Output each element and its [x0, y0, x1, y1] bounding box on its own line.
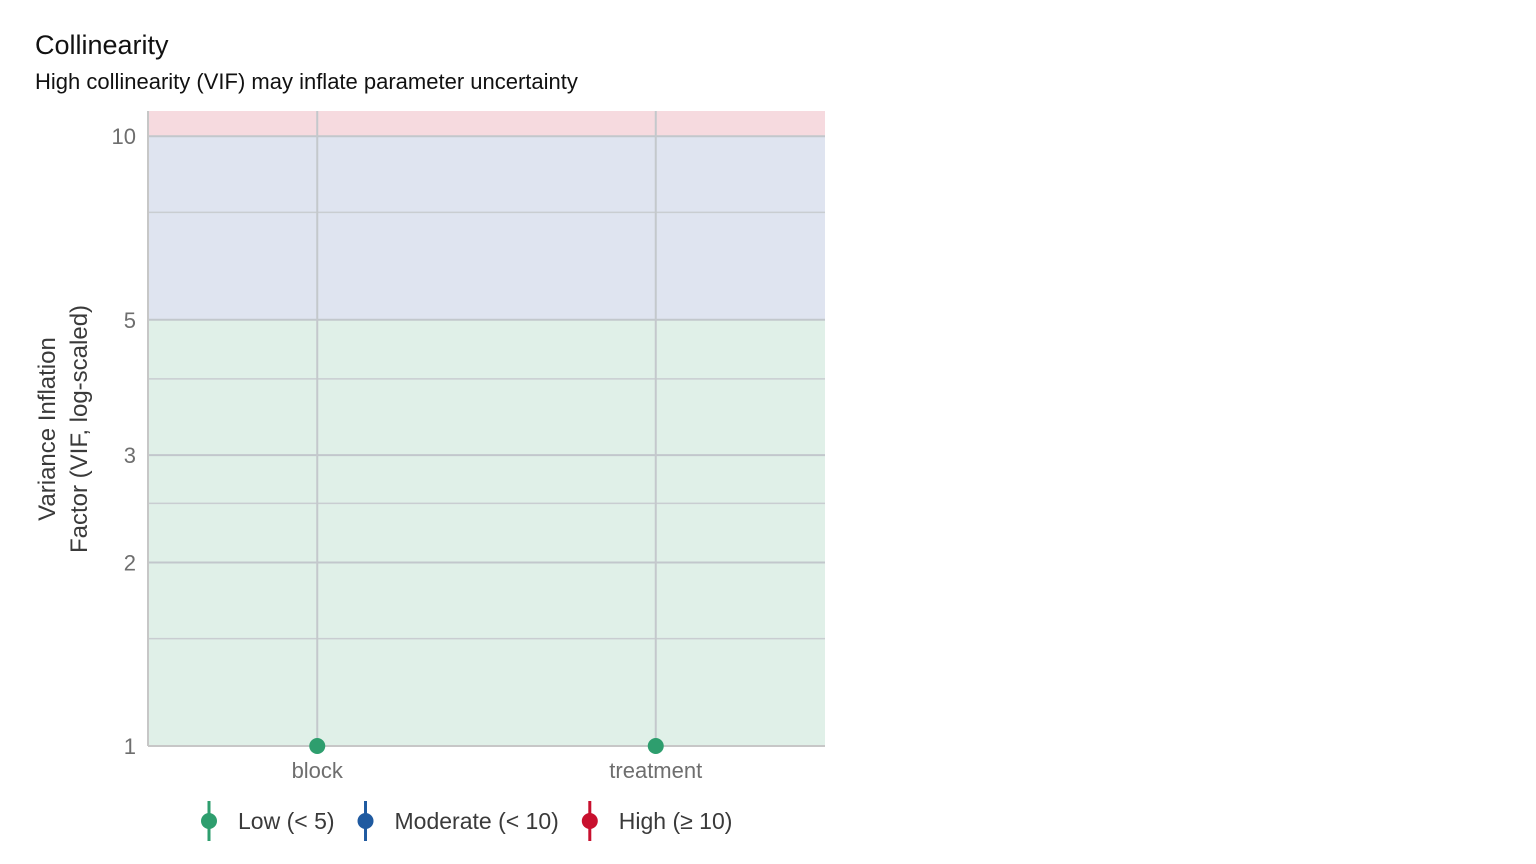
point-treatment — [647, 738, 664, 754]
y-tick-label-1: 2 — [124, 550, 136, 575]
legend-key-dot-2 — [581, 813, 598, 829]
x-tick-labels: block treatment — [292, 758, 703, 783]
data-points — [309, 738, 664, 754]
y-axis-label-line-2: Factor (VIF, log-scaled) — [66, 305, 93, 553]
chart-title: Collinearity — [35, 30, 169, 60]
legend-label-0: Low (< 5) — [238, 808, 335, 834]
y-tick-label-3: 5 — [124, 308, 136, 333]
legend-item-1: Moderate (< 10) — [357, 801, 559, 841]
legend: Low (< 5) Moderate (< 10) High (≥ 10) — [201, 801, 732, 841]
chart-subtitle: High collinearity (VIF) may inflate para… — [35, 69, 578, 94]
y-tick-labels: 1 2 3 5 10 — [112, 124, 136, 759]
point-block — [309, 738, 326, 754]
y-axis-label-line-1: Variance Inflation — [34, 337, 61, 521]
legend-label-2: High (≥ 10) — [619, 808, 733, 834]
risk-band-0 — [148, 319, 825, 746]
risk-band-2 — [148, 111, 825, 137]
x-tick-label-block: block — [292, 758, 344, 783]
legend-item-0: Low (< 5) — [201, 801, 335, 841]
x-tick-label-treatment: treatment — [609, 758, 702, 783]
legend-label-1: Moderate (< 10) — [395, 808, 559, 834]
legend-key-dot-1 — [357, 813, 374, 829]
legend-key-dot-0 — [201, 813, 217, 829]
y-tick-label-0: 1 — [124, 734, 136, 759]
y-tick-label-2: 3 — [124, 443, 136, 468]
y-tick-label-4: 10 — [112, 124, 136, 149]
legend-item-2: High (≥ 10) — [581, 801, 733, 841]
risk-bands — [148, 111, 825, 746]
risk-band-1 — [148, 136, 825, 320]
